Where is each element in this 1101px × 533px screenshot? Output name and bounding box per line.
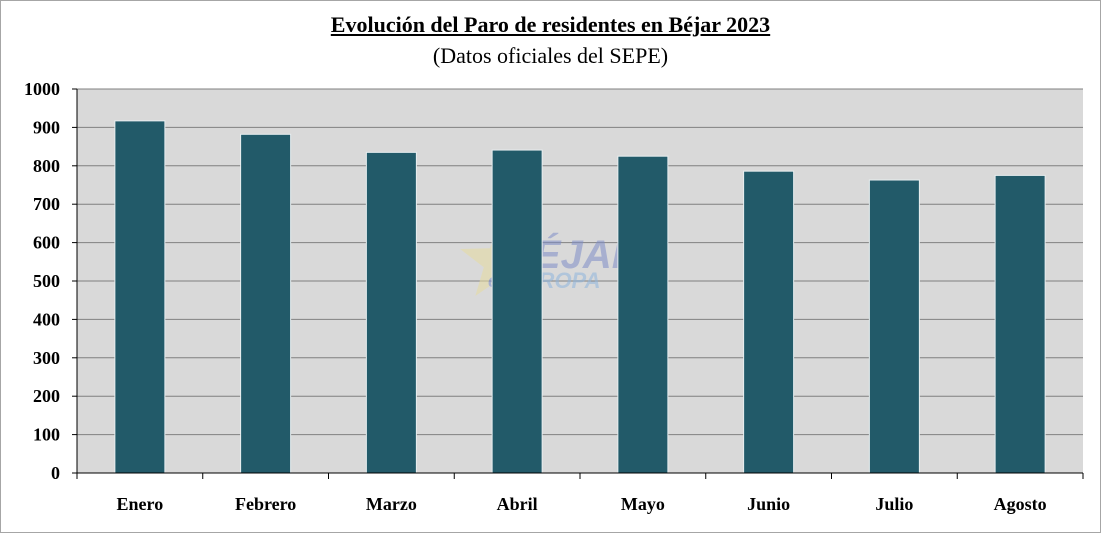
- x-tick-label: Julio: [875, 494, 913, 514]
- y-tick-label: 500: [33, 271, 60, 291]
- bar-enero: [114, 120, 166, 474]
- bar-junio: [743, 170, 795, 474]
- y-tick-labels: 0 100 200 300 400 500 600 700 800 900 1000: [24, 79, 60, 483]
- y-tick-label: 600: [33, 233, 60, 253]
- bar-marzo: [365, 151, 417, 474]
- x-tick-label: Mayo: [621, 494, 665, 514]
- y-tick-label: 1000: [24, 79, 60, 99]
- axes: [72, 88, 1084, 479]
- y-tick-label: 200: [33, 386, 60, 406]
- y-tick-label: 800: [33, 156, 60, 176]
- y-tick-label: 400: [33, 309, 60, 329]
- x-tick-labels: Enero Febrero Marzo Abril Mayo Junio Julio Agos…: [117, 494, 1047, 514]
- y-tick-label: 900: [33, 117, 60, 137]
- y-tick-label: 700: [33, 194, 60, 214]
- bar-agosto: [994, 174, 1046, 474]
- x-tick-label: Enero: [117, 494, 164, 514]
- bar-febrero: [240, 133, 292, 474]
- x-tick-label: Abril: [497, 494, 538, 514]
- bar-mayo: [617, 155, 669, 474]
- bars: [114, 120, 1046, 474]
- bar-julio: [868, 179, 920, 474]
- x-tick-label: Febrero: [235, 494, 296, 514]
- x-tick-label: Agosto: [994, 494, 1047, 514]
- bar-abril: [491, 149, 543, 474]
- x-tick-label: Junio: [747, 494, 790, 514]
- y-tick-label: 100: [33, 425, 60, 445]
- y-tick-label: 0: [51, 463, 60, 483]
- y-tick-label: 300: [33, 348, 60, 368]
- chart-subtitle: (Datos oficiales del SEPE): [432, 43, 669, 68]
- chart-title: Evolución del Paro de residentes en Béja…: [330, 12, 771, 37]
- x-tick-label: Marzo: [366, 494, 417, 514]
